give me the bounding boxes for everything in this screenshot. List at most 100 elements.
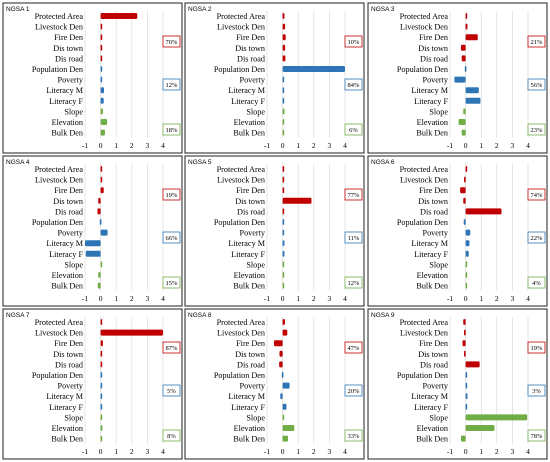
x-tick-label: 2 bbox=[130, 294, 134, 303]
share-label: 47% bbox=[348, 345, 361, 352]
bar bbox=[282, 219, 285, 225]
bar bbox=[465, 240, 470, 247]
share-label: 11% bbox=[348, 235, 360, 242]
panel-ngsa-7: NGSA 7 -1 0 1 2 3 4 Protected Area Livestock Den… bbox=[2, 308, 183, 460]
category-label: Fire Den bbox=[419, 339, 448, 348]
bar bbox=[280, 393, 283, 400]
bar bbox=[100, 176, 103, 183]
x-tick-label: -1 bbox=[264, 141, 270, 150]
economic-share-box bbox=[527, 341, 546, 354]
category-label: Livestock Den bbox=[400, 329, 448, 338]
category-label: Bulk Den bbox=[233, 282, 265, 291]
panel-ngsa-4: NGSA 4 -1 0 1 2 3 4 Protected Area Livestock Den… bbox=[2, 155, 183, 307]
category-label: Elevation bbox=[234, 424, 265, 433]
x-tick-label: 4 bbox=[526, 141, 530, 150]
category-label: Literacy F bbox=[49, 250, 83, 259]
bar bbox=[464, 329, 466, 336]
bar bbox=[282, 329, 288, 336]
panel-title: NGSA 6 bbox=[371, 159, 395, 166]
category-label: Slope bbox=[64, 107, 83, 116]
bar bbox=[465, 13, 468, 19]
category-label: Elevation bbox=[234, 118, 265, 127]
category-label: Bulk Den bbox=[416, 435, 448, 444]
category-label: Dis town bbox=[235, 44, 265, 53]
bar bbox=[282, 97, 285, 104]
economic-share-box bbox=[162, 188, 181, 201]
x-tick-label: 3 bbox=[511, 294, 515, 303]
bar bbox=[465, 166, 468, 172]
bar bbox=[100, 414, 103, 421]
category-label: Poverty bbox=[240, 229, 266, 238]
category-label: Protected Area bbox=[400, 165, 449, 174]
bar bbox=[100, 435, 103, 442]
category-label: Fire Den bbox=[236, 339, 265, 348]
bar bbox=[282, 13, 285, 19]
bar bbox=[282, 425, 295, 431]
bar bbox=[98, 197, 101, 204]
bar bbox=[460, 435, 466, 442]
x-tick-label: 1 bbox=[114, 294, 118, 303]
panel-border bbox=[2, 2, 183, 154]
category-label: Protected Area bbox=[35, 165, 84, 174]
bar bbox=[463, 319, 466, 325]
bar bbox=[465, 97, 481, 104]
x-tick-label: -1 bbox=[447, 294, 453, 303]
category-label: Literacy M bbox=[411, 392, 448, 401]
x-tick-label: 4 bbox=[161, 447, 165, 456]
bar bbox=[465, 372, 468, 378]
x-tick-label: 3 bbox=[511, 141, 515, 150]
category-label: Bulk Den bbox=[416, 282, 448, 291]
x-tick-label: 1 bbox=[114, 141, 118, 150]
panel-border bbox=[184, 2, 365, 154]
category-label: Livestock Den bbox=[400, 23, 448, 32]
x-tick-label: 0 bbox=[99, 294, 103, 303]
category-label: Elevation bbox=[417, 424, 448, 433]
category-label: Bulk Den bbox=[233, 129, 265, 138]
bar bbox=[97, 208, 101, 215]
economic-share-box bbox=[344, 188, 363, 201]
x-tick-label: 3 bbox=[328, 141, 332, 150]
x-tick-label: 2 bbox=[130, 141, 134, 150]
bar bbox=[282, 435, 289, 442]
panel-title: NGSA 9 bbox=[371, 312, 395, 319]
bar bbox=[465, 87, 479, 94]
bar bbox=[274, 340, 283, 347]
x-tick-label: 0 bbox=[464, 294, 468, 303]
category-label: Dis town bbox=[235, 350, 265, 359]
category-label: Protected Area bbox=[35, 318, 84, 327]
x-tick-label: 3 bbox=[511, 447, 515, 456]
category-label: Dis town bbox=[418, 350, 448, 359]
economic-share-box bbox=[527, 35, 546, 48]
bar bbox=[463, 219, 466, 225]
category-label: Population Den bbox=[397, 371, 448, 380]
bar bbox=[100, 329, 163, 336]
panel-title: NGSA 8 bbox=[188, 312, 212, 319]
panel-ngsa-6: NGSA 6 -1 0 1 2 3 4 Protected Area Livestock Den… bbox=[367, 155, 548, 307]
x-tick-label: 0 bbox=[464, 447, 468, 456]
category-label: Fire Den bbox=[236, 33, 265, 42]
bar bbox=[282, 166, 285, 172]
panel-border bbox=[2, 155, 183, 307]
bar bbox=[465, 382, 468, 389]
category-label: Dis road bbox=[55, 207, 83, 216]
share-label: 10% bbox=[348, 39, 361, 46]
category-label: Fire Den bbox=[236, 186, 265, 195]
bar bbox=[98, 272, 101, 278]
bar bbox=[97, 282, 101, 289]
bar bbox=[279, 361, 283, 368]
category-label: Protected Area bbox=[217, 12, 266, 21]
bar bbox=[100, 76, 103, 83]
category-label: Livestock Den bbox=[400, 176, 448, 185]
category-label: Literacy F bbox=[414, 97, 448, 106]
category-label: Poverty bbox=[423, 229, 449, 238]
panel-ngsa-2: NGSA 2 -1 0 1 2 3 4 Protected Area Livestock Den… bbox=[184, 2, 365, 154]
bar bbox=[465, 361, 480, 368]
bar bbox=[465, 23, 468, 30]
bar bbox=[100, 13, 138, 19]
bar bbox=[100, 319, 103, 325]
bar bbox=[463, 108, 466, 115]
bar bbox=[282, 34, 286, 41]
category-label: Literacy F bbox=[231, 403, 265, 412]
share-label: 84% bbox=[348, 82, 361, 89]
category-label: Population Den bbox=[397, 65, 448, 74]
